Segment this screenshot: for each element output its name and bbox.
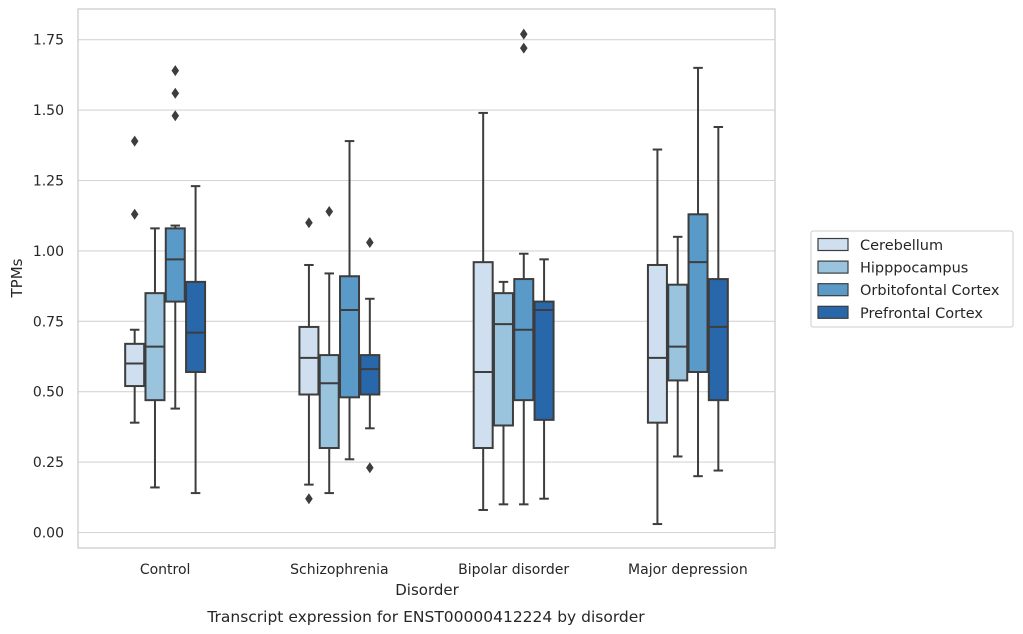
legend-frame — [810, 230, 1014, 328]
y-tick-labels: 0.00 0.25 0.50 0.75 1.00 1.25 1.50 1.75 — [33, 33, 64, 542]
y-tick-label: 1.50 — [33, 103, 64, 119]
box-iqr — [687, 213, 709, 373]
box-iqr — [185, 280, 207, 373]
y-tick-label: 0.50 — [33, 385, 64, 401]
box-hipppocampus-3 — [667, 235, 689, 458]
y-axis-label: TPMs — [8, 258, 26, 298]
box-iqr — [359, 354, 381, 396]
y-tick-label: 1.00 — [33, 244, 64, 260]
x-tick-label: Major depression — [628, 562, 748, 578]
box-orbitofontal-cortex-2 — [513, 28, 535, 506]
outlier-point — [325, 205, 334, 217]
legend-item: Cerebellum — [817, 237, 943, 254]
box-orbitofontal-cortex-0 — [164, 65, 186, 410]
outlier-point — [519, 28, 528, 40]
box-iqr — [298, 325, 320, 396]
box-prefrontal-cortex-0 — [185, 185, 207, 495]
legend-label: Hipppocampus — [860, 261, 968, 277]
legend-swatch — [817, 260, 849, 274]
legend-label: Cerebellum — [860, 238, 943, 254]
box-prefrontal-cortex-2 — [533, 258, 555, 500]
outlier-point — [130, 208, 139, 220]
box-iqr — [707, 278, 729, 402]
outlier-point — [171, 87, 180, 99]
box-iqr — [646, 263, 668, 424]
box-cerebellum-2 — [472, 111, 494, 511]
legend-swatch — [817, 237, 849, 252]
outlier-point — [171, 65, 180, 77]
outlier-point — [366, 236, 374, 248]
y-tick-label: 0.75 — [33, 314, 64, 330]
box-orbitofontal-cortex-3 — [687, 66, 709, 478]
box-cerebellum-3 — [646, 148, 668, 526]
box-orbitofontal-cortex-1 — [339, 140, 361, 461]
box-prefrontal-cortex-3 — [707, 125, 729, 472]
plot-area-frame — [77, 8, 776, 549]
y-tick-label: 1.75 — [33, 33, 64, 49]
y-tick-label: 1.25 — [33, 174, 64, 190]
box-iqr — [513, 278, 535, 402]
boxes-layer — [124, 28, 729, 526]
legend-item: Prefrontal Cortex — [817, 305, 983, 322]
box-iqr — [533, 300, 555, 421]
box-prefrontal-cortex-1 — [359, 236, 381, 474]
x-tick-label: Control — [140, 562, 191, 578]
legend-item: Hipppocampus — [817, 260, 968, 277]
legend: Cerebellum Hipppocampus Orbitofontal Corte… — [810, 230, 1014, 328]
box-iqr — [164, 227, 186, 303]
box-hipppocampus-1 — [318, 205, 340, 495]
legend-label: Prefrontal Cortex — [860, 306, 983, 322]
x-axis-label: Disorder — [395, 581, 459, 599]
box-hipppocampus-0 — [144, 227, 166, 489]
legend-item: Orbitofontal Cortex — [817, 283, 1000, 299]
y-tick-label: 0.25 — [33, 455, 64, 471]
box-cerebellum-0 — [124, 135, 146, 424]
box-iqr — [124, 342, 146, 388]
legend-swatch — [817, 283, 849, 297]
legend-label: Orbitofontal Cortex — [860, 283, 1000, 299]
outlier-point — [366, 462, 374, 474]
box-iqr — [667, 283, 689, 382]
legend-items: Cerebellum Hipppocampus Orbitofontal Corte… — [817, 237, 1000, 322]
outlier-point — [171, 110, 180, 122]
legend-swatch — [817, 305, 849, 319]
box-hipppocampus-2 — [492, 280, 514, 506]
box-cerebellum-1 — [298, 217, 320, 505]
box-iqr — [472, 261, 494, 450]
x-tick-label: Bipolar disorder — [458, 562, 569, 578]
box-iqr — [339, 275, 361, 399]
box-iqr — [318, 354, 340, 450]
x-tick-labels: Control Schizophrenia Bipolar disorder Majo… — [140, 562, 748, 578]
box-iqr — [492, 292, 514, 427]
x-tick-label: Schizophrenia — [290, 562, 388, 578]
y-tick-label: 0.00 — [33, 526, 64, 542]
chart-caption: Transcript expression for ENST0000041222… — [206, 608, 645, 626]
outlier-point — [305, 217, 313, 229]
outlier-point — [130, 135, 139, 147]
outlier-point — [305, 493, 313, 505]
outlier-point — [519, 42, 528, 54]
